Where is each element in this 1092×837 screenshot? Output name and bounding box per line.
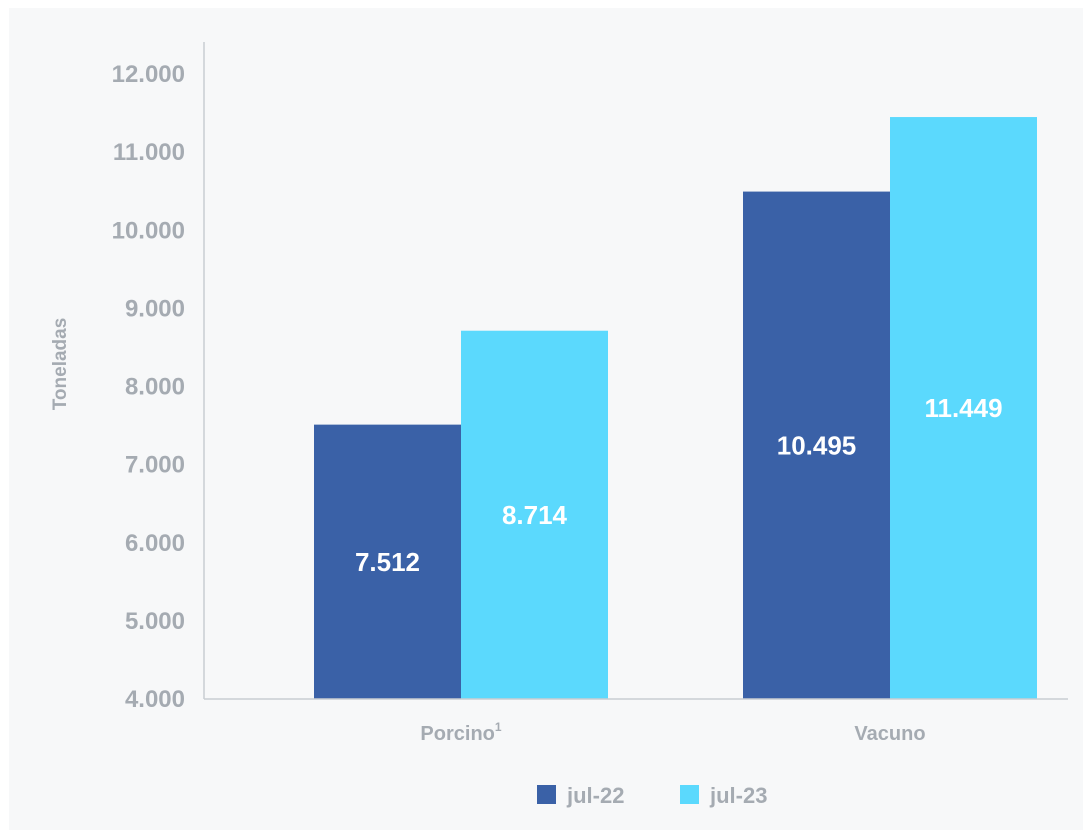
category-name: Porcino: [420, 723, 494, 745]
category-footnote-marker: 1: [495, 720, 502, 734]
y-tick-label: 5.000: [125, 608, 185, 635]
x-category-label: Vacuno: [854, 723, 925, 745]
legend: jul-22 jul-23: [537, 783, 767, 808]
data-labels: 7.512 8.714 10.495 11.449: [355, 393, 1003, 577]
y-tick-label: 12.000: [112, 61, 185, 88]
legend-label: jul-23: [709, 783, 767, 808]
data-label: 7.512: [355, 547, 420, 577]
legend-swatch: [680, 785, 699, 804]
y-tick-label: 6.000: [125, 530, 185, 557]
y-tick-label: 9.000: [125, 295, 185, 322]
y-axis-ticks: 4.000 5.000 6.000 7.000 8.000 9.000 10.000 11.0…: [112, 61, 185, 713]
bar-jul-23-porcino: [461, 330, 608, 699]
legend-label: jul-22: [566, 783, 624, 808]
y-tick-label: 7.000: [125, 452, 185, 479]
bars: [314, 117, 1037, 699]
data-label: 11.449: [924, 393, 1002, 423]
data-label: 8.714: [502, 500, 568, 530]
y-tick-label: 8.000: [125, 374, 185, 401]
y-axis-label: Toneladas: [50, 318, 71, 411]
y-tick-label: 10.000: [112, 217, 185, 244]
bar-jul-23-vacuno: [890, 117, 1037, 699]
category-name: Vacuno: [854, 723, 925, 745]
y-tick-label: 4.000: [125, 686, 185, 713]
x-axis-categories: Porcino1 Vacuno: [420, 720, 925, 745]
y-tick-label: 11.000: [113, 139, 185, 166]
data-label: 10.495: [777, 430, 857, 460]
x-category-label: Porcino1: [420, 720, 501, 745]
legend-swatch: [537, 785, 556, 804]
bar-jul-22-vacuno: [743, 191, 890, 699]
bar-jul-22-porcino: [314, 424, 461, 699]
